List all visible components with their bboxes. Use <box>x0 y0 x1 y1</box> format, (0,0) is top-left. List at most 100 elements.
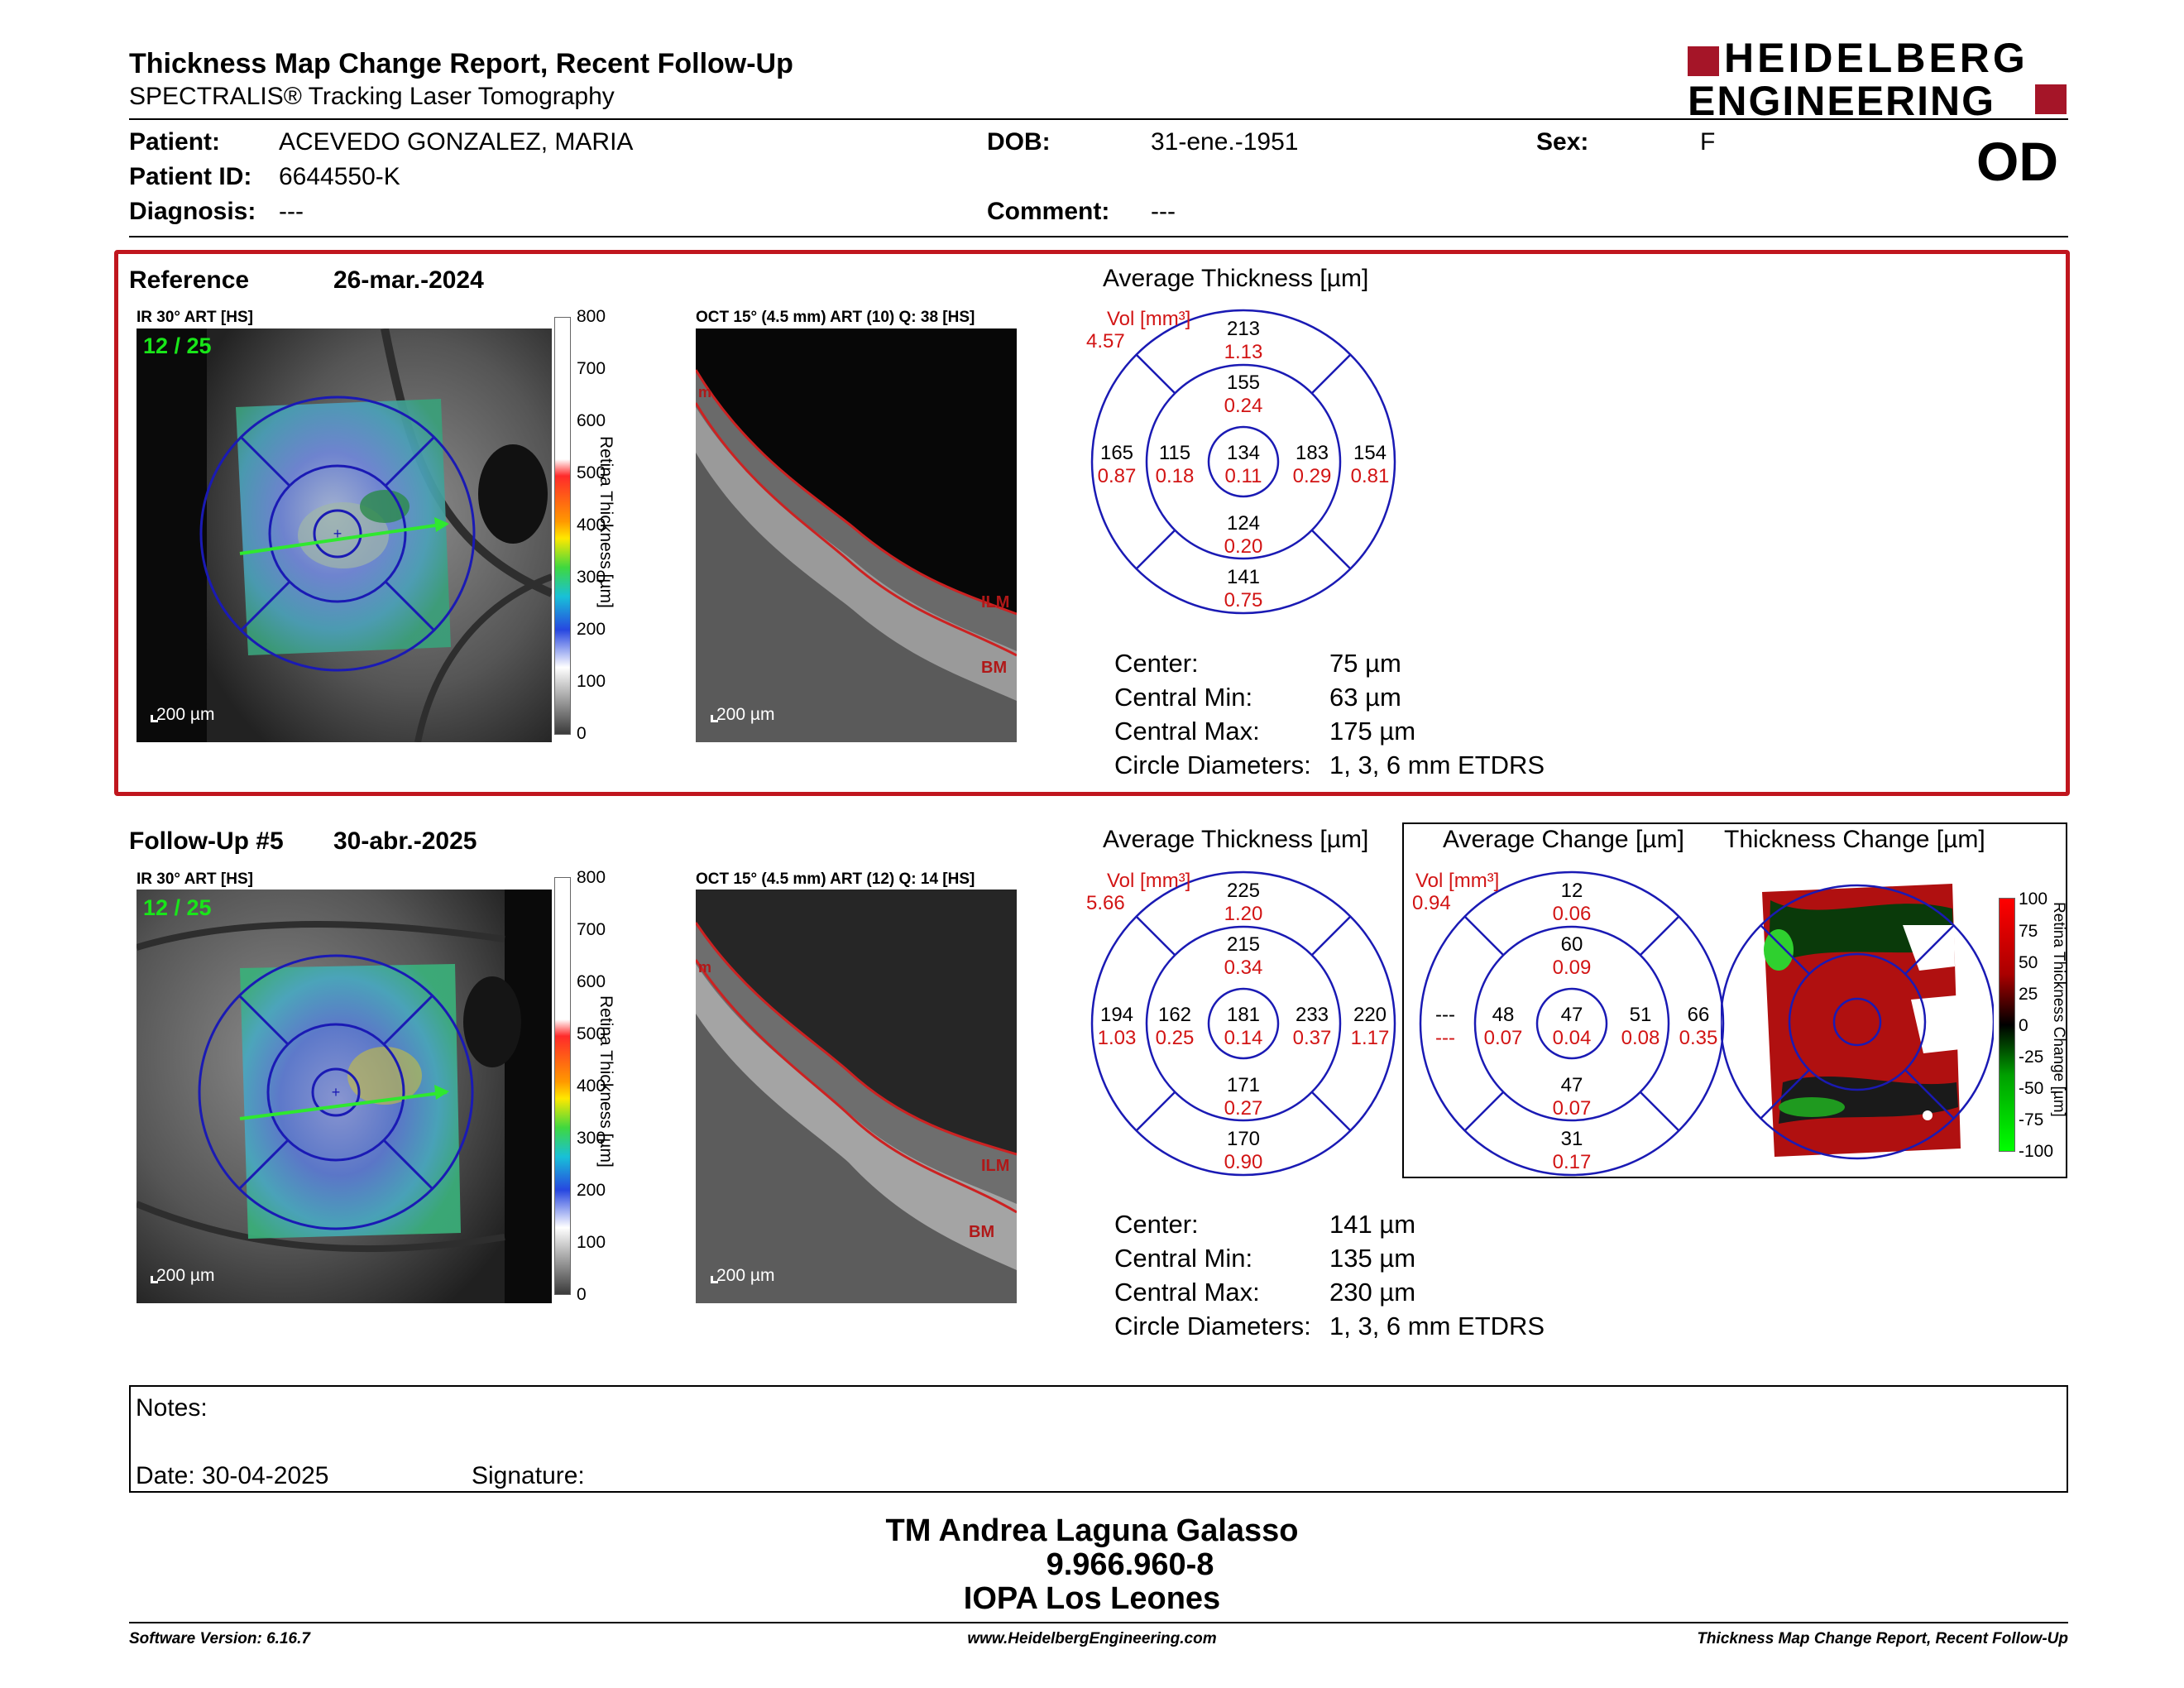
chg-tick: -25 <box>2019 1048 2044 1067</box>
fu-vol-value: 5.66 <box>1086 892 1125 914</box>
chg-inner-tem-volume: 0.07 <box>1484 1027 1523 1049</box>
fu-tick: 400 <box>577 1077 606 1096</box>
ref-diam-label: Circle Diameters: <box>1114 750 1311 779</box>
diagnosis-value: --- <box>279 198 304 225</box>
ref-etdrs-grid: Vol [mm³] 4.57 213 1.13 155 0.24 134 0.1… <box>1086 308 1396 615</box>
notes-date: Date: 30-04-2025 <box>136 1462 329 1489</box>
chg-tick: 50 <box>2019 953 2038 972</box>
ref-center-value: 75 µm <box>1329 649 1401 678</box>
ref-outer-inf-volume: 0.75 <box>1224 589 1263 611</box>
fu-outer-tem-thickness: 194 <box>1100 1004 1133 1026</box>
chg-inner-nas-volume: 0.08 <box>1621 1027 1660 1049</box>
followup-label: Follow-Up #5 <box>129 827 284 855</box>
fu-outer-nas-thickness: 220 <box>1353 1004 1387 1026</box>
svg-text:m: m <box>698 959 711 976</box>
ref-outer-inf-thickness: 141 <box>1227 566 1260 588</box>
heidelberg-logo: HEIDELBERG ENGINEERING <box>1688 36 2067 122</box>
chg-tick: -50 <box>2019 1079 2044 1098</box>
ref-inner-tem-volume: 0.18 <box>1156 465 1195 487</box>
chg-center-volume: 0.04 <box>1553 1027 1592 1049</box>
ref-min-value: 63 µm <box>1329 683 1401 712</box>
chg-outer-nas-volume: 0.35 <box>1679 1027 1718 1049</box>
ref-oct-bscan: m ILM BM <box>696 369 1017 742</box>
report-title: Thickness Map Change Report, Recent Foll… <box>129 48 793 79</box>
fu-inner-sup-thickness: 215 <box>1227 933 1260 956</box>
patient-id: 6644550-K <box>279 163 400 190</box>
fu-inner-inf-volume: 0.27 <box>1224 1097 1263 1120</box>
fu-ir-frame-count: 12 / 25 <box>143 895 212 920</box>
ref-colorbar <box>554 317 571 735</box>
chg-tick: 75 <box>2019 922 2038 941</box>
fu-center-thickness: 181 <box>1227 1004 1260 1026</box>
fu-inner-tem-volume: 0.25 <box>1156 1027 1195 1049</box>
fu-inner-nas-volume: 0.37 <box>1293 1027 1332 1049</box>
chg-outer-inf-volume: 0.17 <box>1553 1151 1592 1173</box>
ref-inner-inf-thickness: 124 <box>1227 512 1260 535</box>
fu-outer-tem-volume: 1.03 <box>1098 1027 1137 1049</box>
fu-oct-title: OCT 15° (4.5 mm) ART (12) Q: 14 [HS] <box>696 870 975 888</box>
ref-ir-frame-count: 12 / 25 <box>143 333 212 358</box>
fu-avg-thickness-title: Average Thickness [µm] <box>1103 826 1369 853</box>
patient-id-label: Patient ID: <box>129 163 252 190</box>
ref-inner-sup-thickness: 155 <box>1227 372 1260 394</box>
signature-label: Signature: <box>472 1462 585 1489</box>
ref-outer-nas-thickness: 154 <box>1353 442 1387 464</box>
ref-max-label: Central Max: <box>1114 717 1260 746</box>
fu-inner-sup-volume: 0.34 <box>1224 957 1263 979</box>
chg-inner-tem-thickness: 48 <box>1492 1004 1515 1026</box>
header-rule <box>129 118 2068 120</box>
fu-outer-sup-thickness: 225 <box>1227 880 1260 902</box>
ref-tick: 500 <box>577 463 606 482</box>
fu-diam-label: Circle Diameters: <box>1114 1312 1311 1340</box>
fu-tick: 800 <box>577 868 606 887</box>
fu-tick: 700 <box>577 920 606 939</box>
logo-text-heidelberg: HEIDELBERG <box>1724 35 2028 81</box>
ref-ir-title: IR 30° ART [HS] <box>136 309 253 326</box>
fu-tick: 300 <box>577 1129 606 1148</box>
change-colorbar <box>1999 898 2015 1152</box>
ref-center-thickness: 134 <box>1227 442 1260 464</box>
fu-colorbar <box>554 877 571 1295</box>
fu-center-label: Center: <box>1114 1210 1199 1239</box>
ref-inner-sup-volume: 0.24 <box>1224 395 1263 417</box>
fu-ir-image: + <box>136 890 552 1303</box>
ref-center-volume: 0.11 <box>1225 465 1262 487</box>
ref-inner-nas-volume: 0.29 <box>1293 465 1332 487</box>
chg-tick: 0 <box>2019 1016 2028 1035</box>
chg-inner-sup-thickness: 60 <box>1561 933 1583 956</box>
ref-center-label: Center: <box>1114 649 1199 678</box>
website-link[interactable]: www.HeidelbergEngineering.com <box>967 1630 1217 1647</box>
fu-center-volume: 0.14 <box>1224 1027 1263 1049</box>
comment-label: Comment: <box>987 198 1110 225</box>
ref-ir-scale: 200 µm <box>150 705 215 724</box>
patient-label: Patient: <box>129 128 221 156</box>
change-colorbar-label: Retina Thickness Change [µm] <box>2050 902 2067 1117</box>
fu-min-label: Central Min: <box>1114 1244 1253 1273</box>
signer-id: 9.966.960-8 <box>1046 1547 1214 1582</box>
chg-inner-inf-thickness: 47 <box>1561 1074 1583 1096</box>
chg-vol-value: 0.94 <box>1412 892 1451 914</box>
ref-tick: 400 <box>577 516 606 535</box>
ref-avg-thickness-title: Average Thickness [µm] <box>1103 265 1369 292</box>
sex-label: Sex: <box>1536 128 1589 156</box>
ref-inner-nas-thickness: 183 <box>1296 442 1329 464</box>
fu-ir-scale: 200 µm <box>150 1266 215 1285</box>
fu-outer-sup-volume: 1.20 <box>1224 903 1263 925</box>
ref-tick: 600 <box>577 411 606 430</box>
chg-outer-sup-volume: 0.06 <box>1553 903 1592 925</box>
fu-ir-title: IR 30° ART [HS] <box>136 870 253 888</box>
ref-outer-tem-volume: 0.87 <box>1098 465 1137 487</box>
fu-outer-inf-thickness: 170 <box>1227 1128 1260 1150</box>
fu-oct-scale: 200 µm <box>710 1266 775 1285</box>
chg-vol-label: Vol [mm³] <box>1415 870 1499 892</box>
ref-vol-value: 4.57 <box>1086 330 1125 352</box>
ref-oct-scale: 200 µm <box>710 705 775 724</box>
fu-oct-image: m ILM BM <box>696 890 1017 1303</box>
logo-square-bottom <box>2035 84 2067 114</box>
fu-center-value: 141 µm <box>1329 1210 1416 1239</box>
fu-etdrs-grid: Vol [mm³] 5.66 225 1.20 215 0.34 181 0.1… <box>1086 870 1396 1177</box>
notes-box[interactable] <box>129 1385 2068 1493</box>
fu-tick: 600 <box>577 972 606 991</box>
ref-min-label: Central Min: <box>1114 683 1253 712</box>
dob-label: DOB: <box>987 128 1051 156</box>
